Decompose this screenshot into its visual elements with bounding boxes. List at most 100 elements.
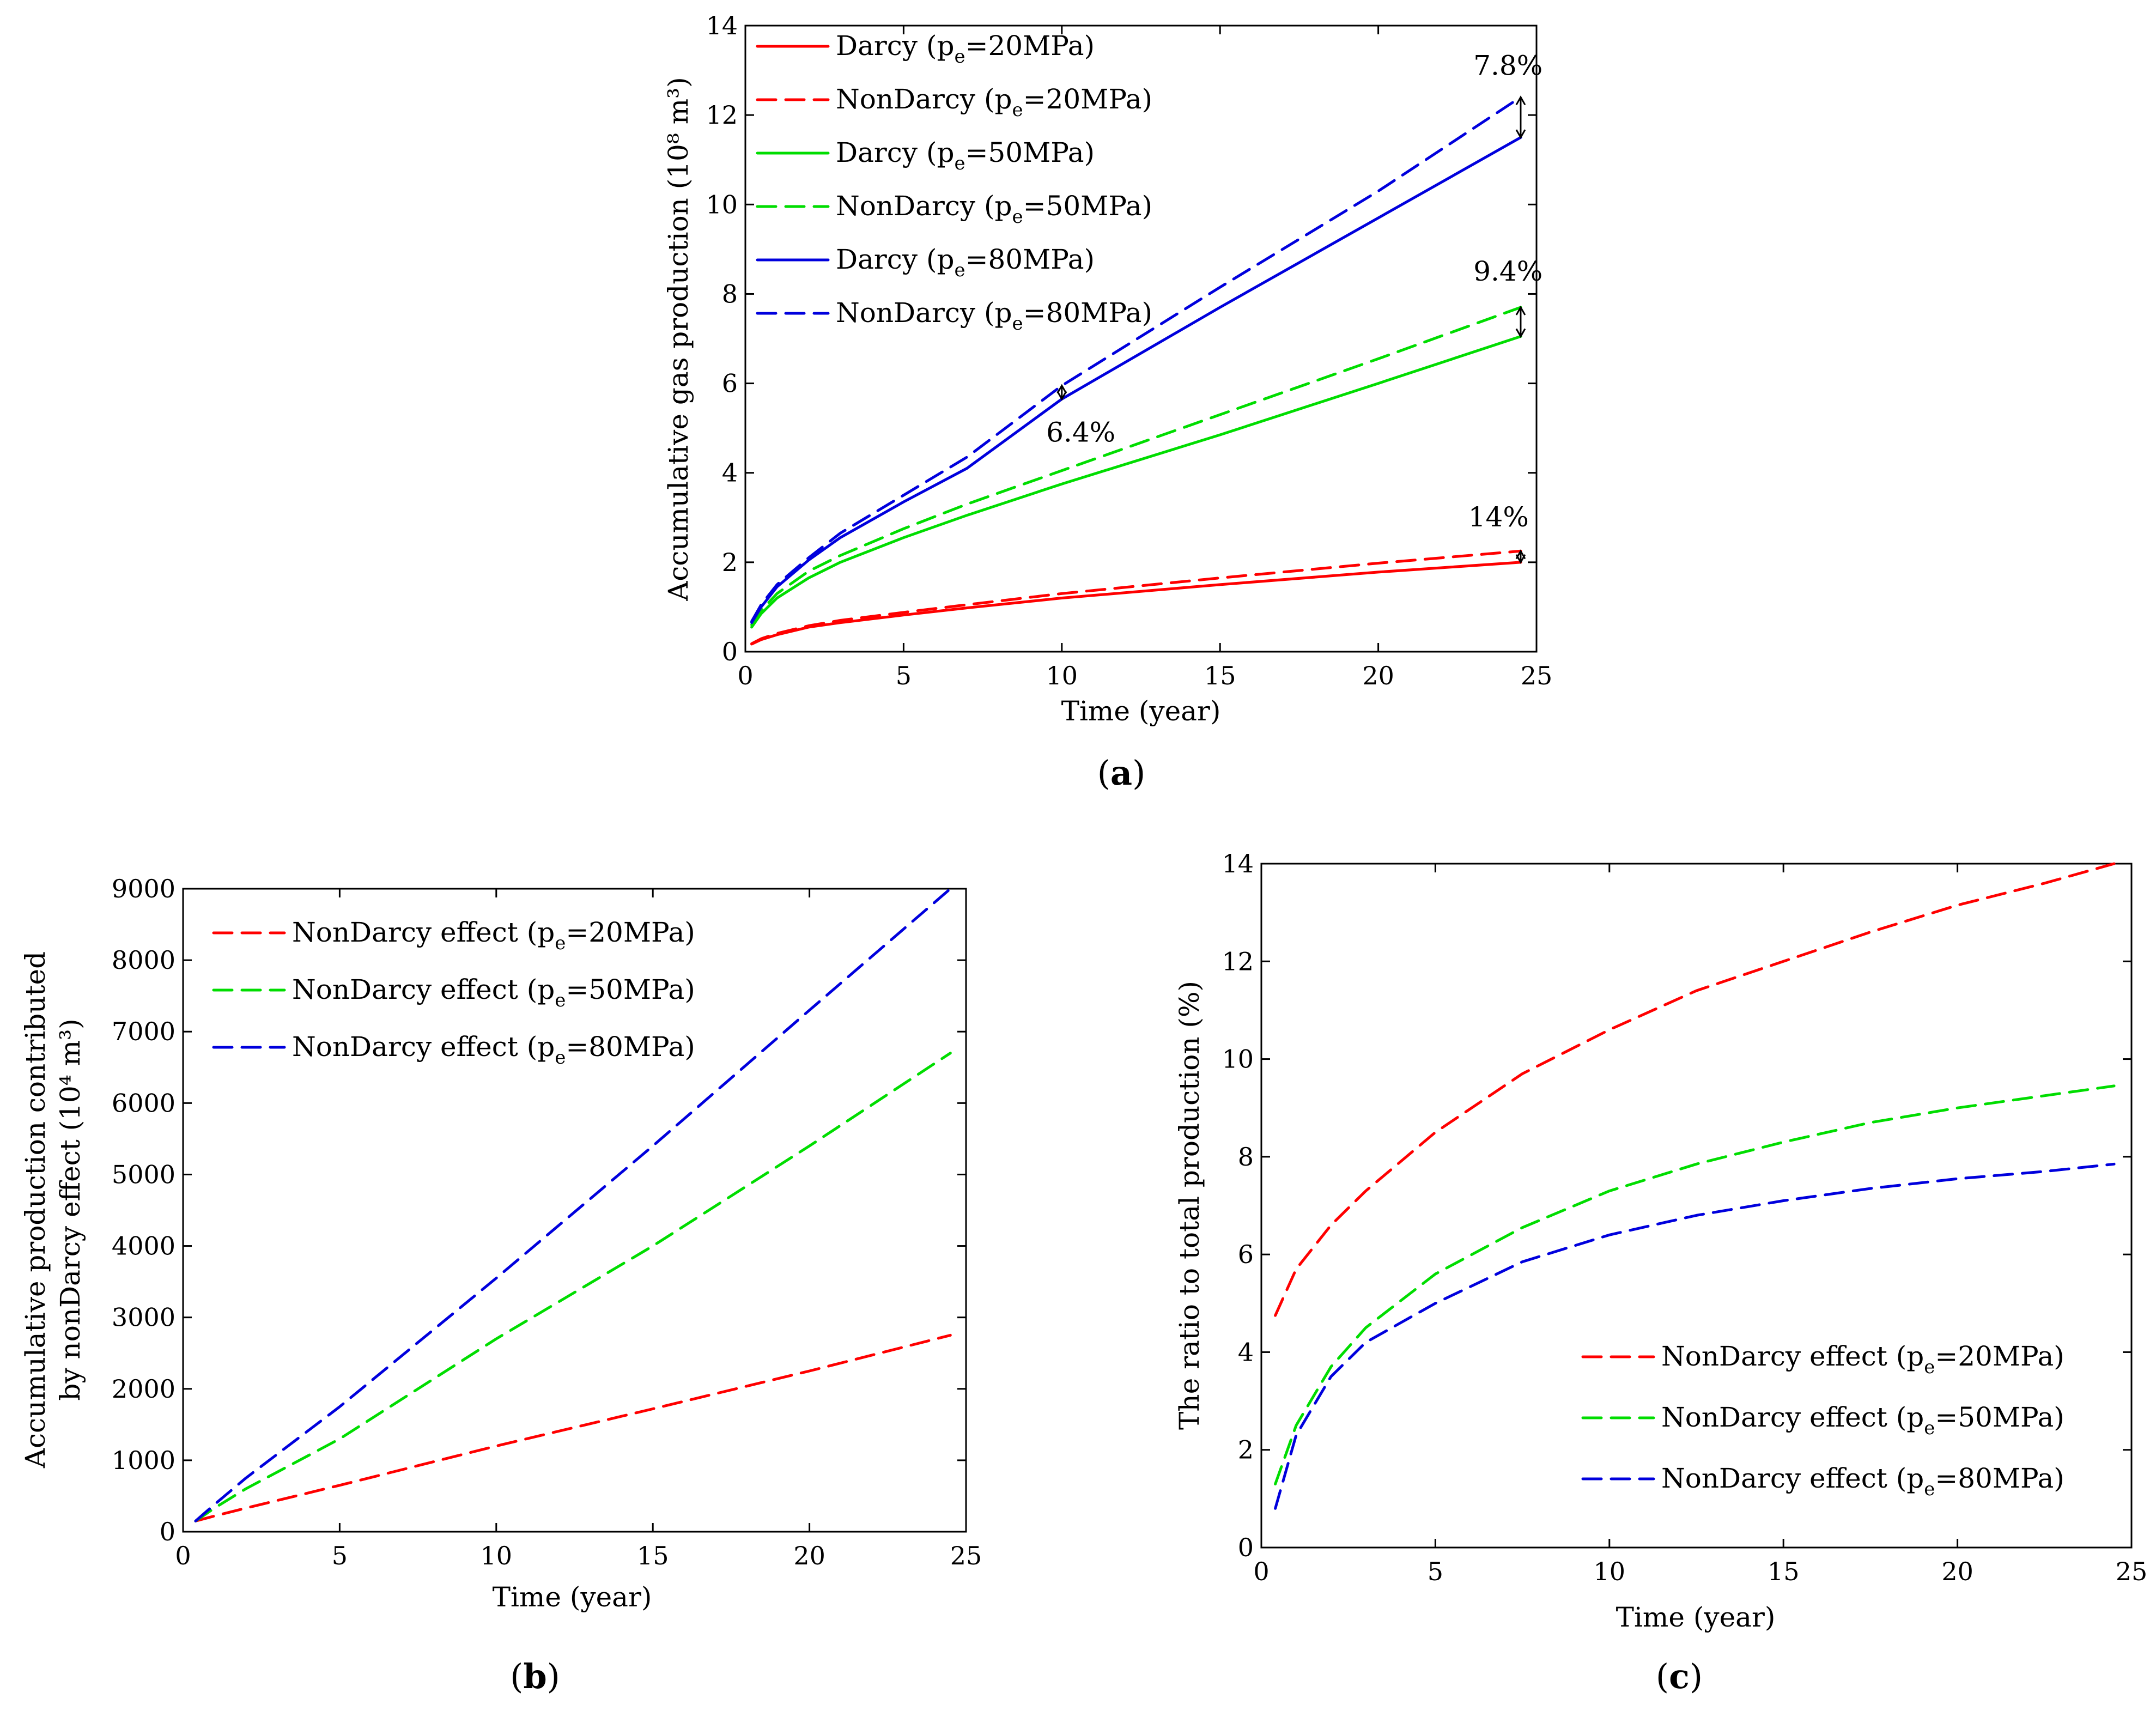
y-tick-label: 1000 <box>112 1446 175 1475</box>
y-tick-label: 5000 <box>112 1160 175 1189</box>
series-line-dashed-1 <box>1274 1084 2116 1485</box>
legend-label: NonDarcy effect (pe=20MPa) <box>1661 1340 2064 1378</box>
panel-a-x-axis-label: Time (year) <box>1061 695 1221 727</box>
y-tick-label: 2 <box>1238 1435 1254 1465</box>
panel-c-caption: (c) <box>1656 1657 1703 1696</box>
arrowhead-down <box>1515 129 1526 139</box>
series-line-solid-2 <box>750 335 1522 629</box>
legend-label: NonDarcy effect (pe=20MPa) <box>292 917 695 954</box>
y-tick-label: 2 <box>722 548 738 577</box>
x-tick-label: 0 <box>1253 1557 1269 1586</box>
series-line-dashed-2 <box>1274 1162 2116 1510</box>
panel-a-caption: (a) <box>1097 753 1146 793</box>
series-line-dashed-1 <box>750 549 1522 645</box>
x-tick-label: 5 <box>896 661 912 690</box>
panel-b-x-axis-label: Time (year) <box>493 1581 652 1613</box>
y-tick-label: 6 <box>722 369 738 398</box>
series-line-dashed-1 <box>194 1052 952 1522</box>
x-tick-label: 20 <box>1362 661 1394 690</box>
y-tick-label: 2000 <box>112 1374 175 1404</box>
panel-a-plot-frame <box>744 25 1538 653</box>
y-tick-label: 9000 <box>112 874 175 903</box>
x-tick-label: 10 <box>1046 661 1078 690</box>
series-line-solid-0 <box>750 561 1522 646</box>
legend-label: NonDarcy effect (pe=80MPa) <box>292 1031 695 1069</box>
series-line-solid-4 <box>750 136 1522 624</box>
y-tick-label: 4 <box>1238 1337 1254 1367</box>
panel-b: 0 5 10 15 20 25 0 1000 2000 3000 4000 5000 6000 7000 8… <box>20 874 982 1696</box>
y-tick-label: 0 <box>160 1517 175 1546</box>
panel-a-legend: Darcy (pe=20MPa) NonDarcy (pe=20MPa) Darcy… <box>756 30 1152 335</box>
percentage-annotation: 7.8% <box>1473 50 1542 81</box>
x-tick-label: 25 <box>950 1541 982 1570</box>
panel-b-ticks: 0 5 10 15 20 25 0 1000 2000 3000 4000 5000 6000 7000 8… <box>112 874 982 1570</box>
x-tick-label: 5 <box>1428 1557 1443 1586</box>
series-line-dashed-5 <box>750 95 1522 623</box>
panel-c-y-axis-label: The ratio to total production (%) <box>1174 981 1205 1430</box>
x-tick-label: 25 <box>1521 661 1553 690</box>
series-line-dashed-3 <box>750 306 1522 627</box>
panel-a-curves <box>750 95 1522 646</box>
y-tick-label: 0 <box>722 637 738 666</box>
panel-b-y-axis-label-line1: Accumulative production contributed <box>20 951 51 1469</box>
y-tick-label: 12 <box>1222 946 1254 976</box>
arrowhead-down <box>1515 328 1526 338</box>
x-tick-label: 25 <box>2116 1557 2148 1586</box>
y-tick-label: 3000 <box>112 1303 175 1332</box>
panel-b-y-axis-label-line2: by nonDarcy effect (10⁴ m³) <box>54 1018 86 1400</box>
series-line-dashed-2 <box>194 887 952 1522</box>
legend-label: NonDarcy effect (pe=50MPa) <box>292 974 695 1011</box>
y-tick-label: 10 <box>1222 1045 1254 1074</box>
x-tick-label: 10 <box>481 1541 513 1570</box>
panel-c-plot-frame <box>1260 863 2133 1549</box>
x-tick-label: 5 <box>332 1541 348 1570</box>
x-tick-label: 0 <box>737 661 753 690</box>
y-tick-label: 14 <box>706 11 738 40</box>
panel-a-annotations: 7.8% 9.4% 6.4% 14% <box>1046 50 1542 564</box>
x-tick-label: 15 <box>1204 661 1236 690</box>
panel-a-ticks: 0 5 10 15 20 25 0 2 4 6 8 10 12 14 <box>706 11 1552 690</box>
legend-label: NonDarcy (pe=50MPa) <box>836 190 1152 228</box>
percentage-annotation: 9.4% <box>1473 256 1542 287</box>
legend-label: Darcy (pe=80MPa) <box>836 244 1095 281</box>
panel-a: 0 5 10 15 20 25 0 2 4 6 8 10 12 14 7.8% 9.4% 6.4% 14% Da… <box>663 11 1552 793</box>
arrowhead-down <box>1515 554 1526 564</box>
legend-label: NonDarcy (pe=80MPa) <box>836 297 1152 335</box>
y-tick-label: 4 <box>722 458 738 488</box>
panel-b-legend: NonDarcy effect (pe=20MPa) NonDarcy effec… <box>212 917 695 1069</box>
panel-c: 0 5 10 15 20 25 0 2 4 6 8 10 12 14 NonDarcy effect (p… <box>1174 849 2147 1696</box>
y-tick-label: 4000 <box>112 1231 175 1261</box>
y-tick-label: 14 <box>1222 849 1254 878</box>
legend-label: NonDarcy effect (pe=80MPa) <box>1661 1463 2064 1500</box>
y-tick-label: 6 <box>1238 1240 1254 1269</box>
legend-label: Darcy (pe=20MPa) <box>836 30 1095 68</box>
panel-b-plot-frame <box>182 888 967 1533</box>
legend-label: Darcy (pe=50MPa) <box>836 137 1095 174</box>
y-tick-label: 6000 <box>112 1088 175 1118</box>
y-tick-label: 10 <box>706 190 738 219</box>
panel-c-legend: NonDarcy effect (pe=20MPa) NonDarcy effec… <box>1581 1340 2064 1500</box>
y-tick-label: 12 <box>706 100 738 130</box>
panel-b-curves <box>194 887 952 1522</box>
panel-a-y-axis-label: Accumulative gas production (10⁸ m³) <box>663 77 694 601</box>
panel-c-x-axis-label: Time (year) <box>1616 1601 1776 1633</box>
series-line-dashed-0 <box>194 1333 952 1522</box>
x-tick-label: 10 <box>1594 1557 1626 1586</box>
x-tick-label: 20 <box>793 1541 825 1570</box>
arrowhead-up <box>1056 384 1067 394</box>
panel-b-caption: (b) <box>510 1657 560 1696</box>
series-line-dashed-0 <box>1274 862 2116 1317</box>
y-tick-label: 0 <box>1238 1533 1254 1562</box>
arrowhead-up <box>1515 306 1526 315</box>
percentage-annotation: 14% <box>1468 501 1529 533</box>
panel-c-curves <box>1274 862 2116 1510</box>
legend-label: NonDarcy effect (pe=50MPa) <box>1661 1401 2064 1439</box>
x-tick-label: 20 <box>1941 1557 1973 1586</box>
panel-c-ticks: 0 5 10 15 20 25 0 2 4 6 8 10 12 14 <box>1222 849 2147 1586</box>
y-tick-label: 8000 <box>112 945 175 975</box>
x-tick-label: 0 <box>175 1541 191 1570</box>
x-tick-label: 15 <box>1768 1557 1800 1586</box>
legend-label: NonDarcy (pe=20MPa) <box>836 83 1152 121</box>
x-tick-label: 15 <box>637 1541 669 1570</box>
